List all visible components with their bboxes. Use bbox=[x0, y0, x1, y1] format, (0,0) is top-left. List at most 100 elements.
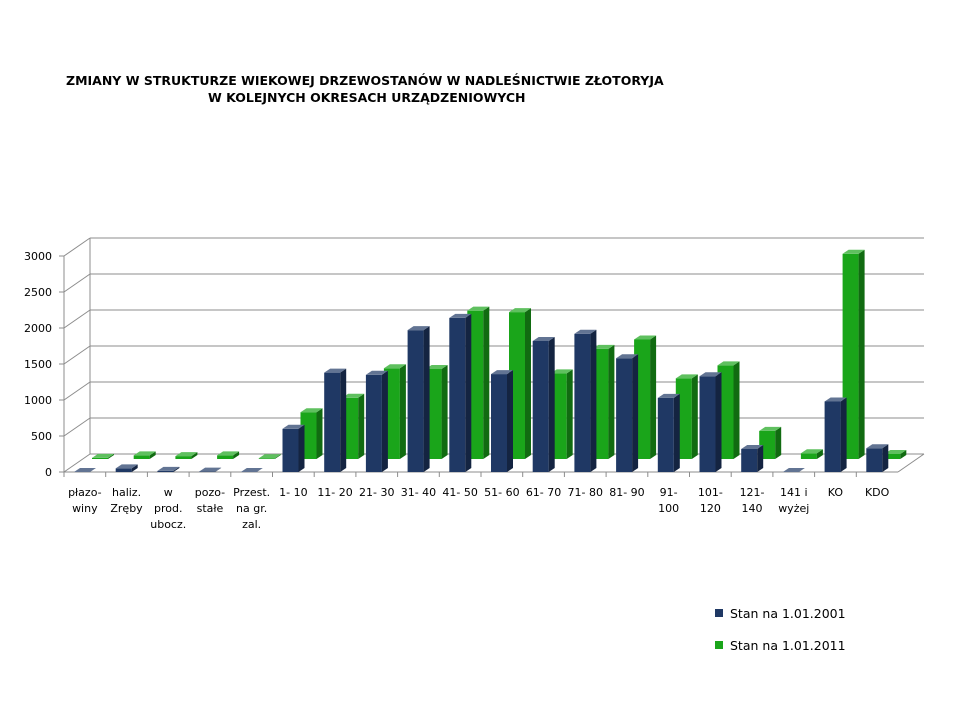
x-tick-label: 11- 20 bbox=[317, 486, 352, 499]
bar-side bbox=[673, 393, 680, 472]
bar-side bbox=[775, 426, 782, 459]
bar-side bbox=[840, 397, 847, 472]
bar-side bbox=[423, 326, 430, 472]
bar-side bbox=[191, 452, 198, 459]
bar bbox=[240, 468, 263, 473]
x-tick-label: pozo- bbox=[195, 486, 225, 499]
bar-side bbox=[882, 444, 889, 472]
bar-top bbox=[675, 374, 698, 379]
bar-front bbox=[800, 453, 817, 459]
legend-swatch bbox=[715, 641, 723, 649]
bar bbox=[74, 468, 96, 473]
bar-side bbox=[590, 329, 597, 472]
x-tick-label: winy bbox=[72, 502, 98, 515]
bar-front bbox=[866, 448, 883, 472]
bar bbox=[699, 372, 722, 472]
bar-top bbox=[407, 326, 430, 331]
x-tick-label: 71- 80 bbox=[568, 486, 603, 499]
bar-top bbox=[324, 368, 347, 373]
bar-side bbox=[108, 453, 114, 459]
bar-side bbox=[691, 374, 698, 459]
bar bbox=[574, 329, 597, 472]
chart-title: ZMIANY W STRUKTURZE WIEKOWEJ DRZEWOSTANÓ… bbox=[66, 72, 686, 106]
bar-top bbox=[157, 466, 180, 471]
bar-side bbox=[131, 464, 138, 472]
bar-side bbox=[316, 408, 323, 459]
bar bbox=[365, 370, 388, 472]
bar-top bbox=[467, 306, 490, 311]
bar-side bbox=[733, 361, 740, 459]
bar-front bbox=[175, 456, 192, 459]
bar-top bbox=[383, 364, 406, 369]
y-tick-label: 2000 bbox=[24, 322, 52, 335]
x-tick-label: 41- 50 bbox=[442, 486, 477, 499]
x-tick-label: w bbox=[164, 486, 173, 499]
x-tick-label: zal. bbox=[242, 518, 261, 531]
bar-top bbox=[282, 424, 305, 429]
y-tick-label: 1000 bbox=[24, 394, 52, 407]
bar bbox=[782, 468, 805, 473]
chart-subtitle-line: W KOLEJNYCH OKRESACH URZĄDZENIOWYCH bbox=[208, 90, 526, 105]
bar bbox=[115, 464, 138, 472]
x-tick-label: płazo- bbox=[68, 486, 102, 499]
bar-side bbox=[215, 467, 222, 472]
bar bbox=[217, 451, 240, 459]
bar-front bbox=[407, 330, 424, 472]
bar-front bbox=[491, 374, 507, 472]
bar-front bbox=[741, 448, 758, 472]
bar-side bbox=[858, 249, 865, 459]
x-tick-label: 140 bbox=[742, 502, 763, 515]
bar-top bbox=[800, 449, 823, 454]
bar-top bbox=[491, 370, 513, 375]
bar-side bbox=[441, 365, 448, 459]
x-tick-label: 61- 70 bbox=[526, 486, 561, 499]
bar-side bbox=[298, 424, 305, 472]
y-tick-label: 2500 bbox=[24, 286, 52, 299]
bar-side bbox=[358, 393, 365, 459]
bar-side bbox=[608, 344, 615, 459]
bar-side bbox=[757, 444, 764, 472]
gridline-depth bbox=[63, 237, 91, 257]
bar-top bbox=[699, 372, 722, 377]
x-tick-label: wyżej bbox=[778, 502, 809, 515]
bar-side bbox=[715, 372, 722, 472]
bar bbox=[449, 313, 472, 472]
bar-front bbox=[884, 453, 901, 459]
x-tick-label: Zręby bbox=[110, 502, 143, 515]
bar-side bbox=[340, 368, 347, 472]
gridline-depth bbox=[63, 345, 91, 365]
legend-label: Stan na 1.01.2001 bbox=[730, 606, 846, 621]
bar-top bbox=[782, 468, 805, 472]
bar-front bbox=[657, 397, 674, 472]
bar-top bbox=[509, 308, 531, 313]
x-tick-label: prod. bbox=[154, 502, 182, 515]
x-tick-label: 51- 60 bbox=[484, 486, 519, 499]
bar bbox=[407, 326, 430, 472]
gridline-depth bbox=[63, 417, 91, 437]
legend: Stan na 1.01.2001 Stan na 1.01.2011 bbox=[715, 606, 846, 653]
bar-top bbox=[425, 365, 448, 369]
x-tick-label: haliz. bbox=[112, 486, 141, 499]
x-tick-label: Przest. bbox=[233, 486, 270, 499]
bar-side bbox=[566, 369, 573, 459]
bar bbox=[884, 449, 907, 459]
bar-side bbox=[465, 313, 472, 472]
bar-top bbox=[717, 361, 740, 366]
x-tick-label: 120 bbox=[700, 502, 721, 515]
bar-front bbox=[217, 455, 234, 459]
y-tick-label: 1500 bbox=[24, 358, 52, 371]
bar-top bbox=[592, 344, 615, 349]
bar-front bbox=[616, 358, 633, 472]
legend-label: Stan na 1.01.2011 bbox=[730, 638, 846, 653]
bar-top bbox=[258, 454, 281, 459]
bar-front bbox=[133, 455, 150, 459]
x-tick-label: 81- 90 bbox=[609, 486, 644, 499]
bar-top bbox=[115, 464, 138, 469]
gridline-depth bbox=[63, 381, 91, 401]
x-tick-label: 1- 10 bbox=[279, 486, 307, 499]
bar-top bbox=[240, 468, 263, 472]
bar-side bbox=[233, 451, 240, 459]
bar-side bbox=[632, 354, 639, 472]
bar-side bbox=[507, 370, 513, 472]
bar-side bbox=[173, 466, 180, 472]
